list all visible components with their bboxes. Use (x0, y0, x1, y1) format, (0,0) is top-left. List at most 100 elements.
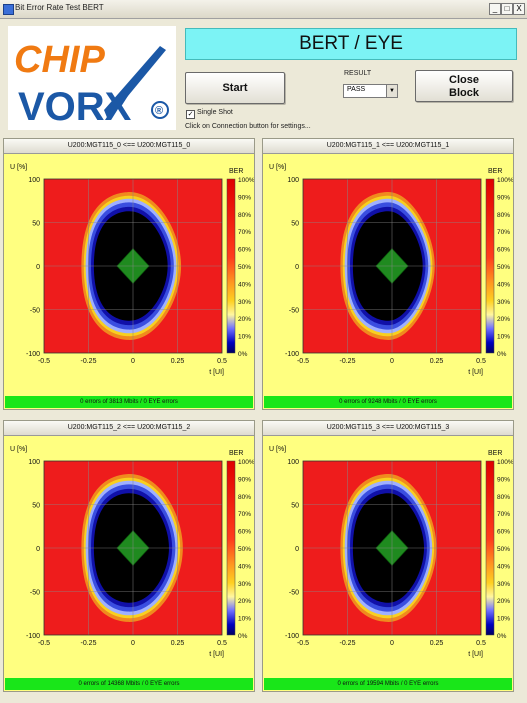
ber-colorbar (485, 178, 495, 354)
plot-frame (302, 460, 482, 636)
colorbar-tick-label: 30% (497, 299, 510, 306)
colorbar-title: BER (229, 450, 243, 457)
colorbar-tick-label: 80% (497, 494, 510, 501)
colorbar-tick-label: 10% (238, 334, 251, 341)
colorbar-tick-label: 70% (497, 229, 510, 236)
y-tick-label: 50 (32, 221, 40, 228)
ber-colorbar (226, 178, 236, 354)
panel-status-bar: 0 errors of 19594 Mbits / 0 EYE errors (264, 678, 512, 690)
eye-panel-1: U200:MGT115_1 <== U200:MGT115_1 U [%] 100 5… (262, 138, 514, 410)
y-tick-label: 50 (32, 503, 40, 510)
window-title: Bit Error Rate Test BERT (15, 3, 104, 12)
close-window-button[interactable]: X (513, 3, 525, 15)
colorbar-title: BER (488, 450, 502, 457)
plot-frame (43, 178, 223, 354)
result-label: RESULT (344, 70, 372, 77)
eye-diagram: U [%]100 50 0 -50 -100-0.5 -0.25 0 0.25 0.5 t [UI… (269, 164, 513, 376)
y-axis-label: U [%] (269, 446, 286, 453)
colorbar-tick-label: 40% (238, 281, 251, 288)
colorbar-tick-label: 0% (238, 351, 248, 358)
colorbar-tick-label: 50% (497, 546, 510, 553)
y-axis-label: U [%] (10, 164, 27, 171)
y-tick-label: 50 (291, 503, 299, 510)
dropdown-arrow-icon[interactable]: ▼ (386, 85, 397, 97)
colorbar-tick-label: 30% (238, 299, 251, 306)
y-tick-label: -100 (285, 633, 299, 640)
panel-status-bar: 0 errors of 14368 Mbits / 0 EYE errors (5, 678, 253, 690)
y-tick-label: 50 (291, 221, 299, 228)
maximize-button[interactable]: □ (501, 3, 513, 15)
colorbar-tick-label: 0% (238, 633, 248, 640)
colorbar-tick-label: 40% (238, 563, 251, 570)
x-tick-label: 0 (131, 358, 135, 365)
colorbar-tick-label: 40% (497, 281, 510, 288)
colorbar-tick-label: 100% (238, 459, 254, 466)
y-tick-label: -100 (26, 351, 40, 358)
logo-swoosh (104, 46, 166, 120)
x-tick-label: -0.5 (38, 358, 50, 365)
logo-mark-circle (151, 101, 169, 119)
y-tick-label: 0 (295, 264, 299, 271)
colorbar-tick-label: 20% (238, 598, 251, 605)
window-titlebar: Bit Error Rate Test BERT _ □ X (0, 0, 527, 19)
x-tick-label: -0.25 (340, 358, 356, 365)
y-tick-label: 100 (287, 177, 299, 184)
eye-diagram: U [%]100 50 0 -50 -100-0.5 -0.25 0 0.25 0.5 t [UI… (10, 164, 254, 376)
y-tick-label: 0 (295, 546, 299, 553)
x-tick-label: 0.25 (430, 640, 444, 647)
result-value: PASS (347, 86, 366, 93)
panel-title[interactable]: U200:MGT115_0 <== U200:MGT115_0 (4, 139, 254, 154)
panel-status-bar: 0 errors of 3813 Mbits / 0 EYE errors (5, 396, 253, 408)
colorbar-tick-label: 20% (238, 316, 251, 323)
colorbar-tick-label: 0% (497, 351, 507, 358)
colorbar-tick-label: 30% (497, 581, 510, 588)
single-shot-label: Single Shot (197, 109, 233, 116)
x-tick-label: 0.5 (217, 640, 227, 647)
logo-line1: CHIP (14, 39, 105, 81)
eye-diagram: U [%]100 50 0 -50 -100-0.5 -0.25 0 0.25 0.5 t [UI… (10, 446, 254, 658)
colorbar-tick-label: 100% (238, 177, 254, 184)
start-button[interactable]: Start (185, 72, 285, 104)
single-shot-checkbox[interactable]: ✓ (186, 110, 195, 119)
y-tick-label: 100 (28, 177, 40, 184)
colorbar-tick-label: 10% (238, 616, 251, 623)
x-tick-label: -0.25 (340, 640, 356, 647)
colorbar-tick-label: 40% (497, 563, 510, 570)
ber-colorbar (226, 460, 236, 636)
panel-title[interactable]: U200:MGT115_2 <== U200:MGT115_2 (4, 421, 254, 436)
y-axis-label: U [%] (269, 164, 286, 171)
x-tick-label: -0.25 (81, 358, 97, 365)
colorbar-title: BER (229, 168, 243, 175)
eye-diagram: U [%]100 50 0 -50 -100-0.5 -0.25 0 0.25 0.5 t [UI… (269, 446, 513, 658)
connection-hint: Click on Connection button for settings.… (185, 123, 311, 130)
title-banner: BERT / EYE (185, 28, 517, 60)
colorbar-title: BER (488, 168, 502, 175)
colorbar-tick-label: 30% (238, 581, 251, 588)
colorbar-tick-label: 100% (497, 177, 513, 184)
y-tick-label: -50 (289, 308, 299, 315)
colorbar-tick-label: 70% (497, 511, 510, 518)
ber-colorbar (485, 460, 495, 636)
panel-title[interactable]: U200:MGT115_3 <== U200:MGT115_3 (263, 421, 513, 436)
logo-mark: ® (155, 105, 163, 117)
colorbar-tick-label: 80% (497, 212, 510, 219)
y-tick-label: 0 (36, 546, 40, 553)
panel-title[interactable]: U200:MGT115_1 <== U200:MGT115_1 (263, 139, 513, 154)
y-tick-label: 100 (287, 459, 299, 466)
eye-panel-3: U200:MGT115_3 <== U200:MGT115_3 U [%] 100 5… (262, 420, 514, 692)
y-tick-label: -50 (289, 590, 299, 597)
plot-frame (302, 178, 482, 354)
colorbar-tick-label: 80% (238, 212, 251, 219)
colorbar-tick-label: 90% (497, 476, 510, 483)
eye-panel-2: U200:MGT115_2 <== U200:MGT115_2 U [%] 100 5… (3, 420, 255, 692)
colorbar-tick-label: 0% (497, 633, 507, 640)
y-tick-label: -100 (285, 351, 299, 358)
x-tick-label: 0 (390, 358, 394, 365)
x-tick-label: 0 (131, 640, 135, 647)
close-block-button[interactable]: Close Block (415, 70, 513, 102)
result-select[interactable]: PASS ▼ (343, 84, 398, 98)
y-tick-label: -50 (30, 308, 40, 315)
x-tick-label: 0.5 (476, 358, 486, 365)
minimize-button[interactable]: _ (489, 3, 501, 15)
colorbar-tick-label: 20% (497, 316, 510, 323)
